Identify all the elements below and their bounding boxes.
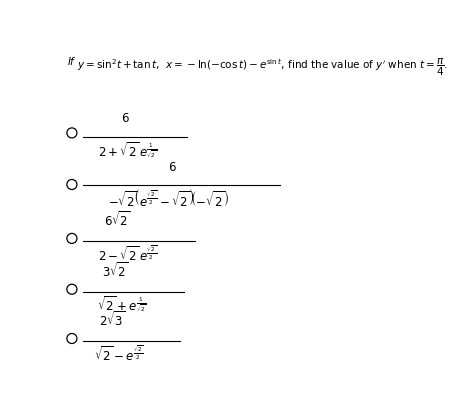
Text: $6\sqrt{2}$: $6\sqrt{2}$ (104, 210, 131, 229)
Text: $y=\sin^2\!t+\tan t$,  $x=-\ln(-\cos t)-e^{\sin t}$, find the value of $y'$ when: $y=\sin^2\!t+\tan t$, $x=-\ln(-\cos t)-e… (77, 57, 448, 78)
Text: $6$: $6$ (121, 111, 130, 124)
Text: $2\sqrt{3}$: $2\sqrt{3}$ (99, 309, 126, 328)
Text: $2+\sqrt{2}\,e^{\frac{1}{\sqrt{2}}}$: $2+\sqrt{2}\,e^{\frac{1}{\sqrt{2}}}$ (98, 140, 158, 159)
Text: $\sqrt{2}+e^{\frac{1}{\sqrt{2}}}$: $\sqrt{2}+e^{\frac{1}{\sqrt{2}}}$ (97, 294, 147, 313)
Text: $3\sqrt{2}$: $3\sqrt{2}$ (102, 261, 129, 279)
Text: $-\sqrt{2}\!\left(e^{\frac{\sqrt{2}}{2}}-\sqrt{2}\right)\!\!\left(-\sqrt{2}\righ: $-\sqrt{2}\!\left(e^{\frac{\sqrt{2}}{2}}… (108, 188, 228, 209)
Text: If: If (67, 57, 74, 67)
Text: $6$: $6$ (168, 161, 176, 173)
Text: $2-\sqrt{2}\,e^{\frac{\sqrt{2}}{2}}$: $2-\sqrt{2}\,e^{\frac{\sqrt{2}}{2}}$ (98, 243, 158, 263)
Text: $\sqrt{2}-e^{\frac{\sqrt{2}}{2}}$: $\sqrt{2}-e^{\frac{\sqrt{2}}{2}}$ (94, 343, 144, 363)
